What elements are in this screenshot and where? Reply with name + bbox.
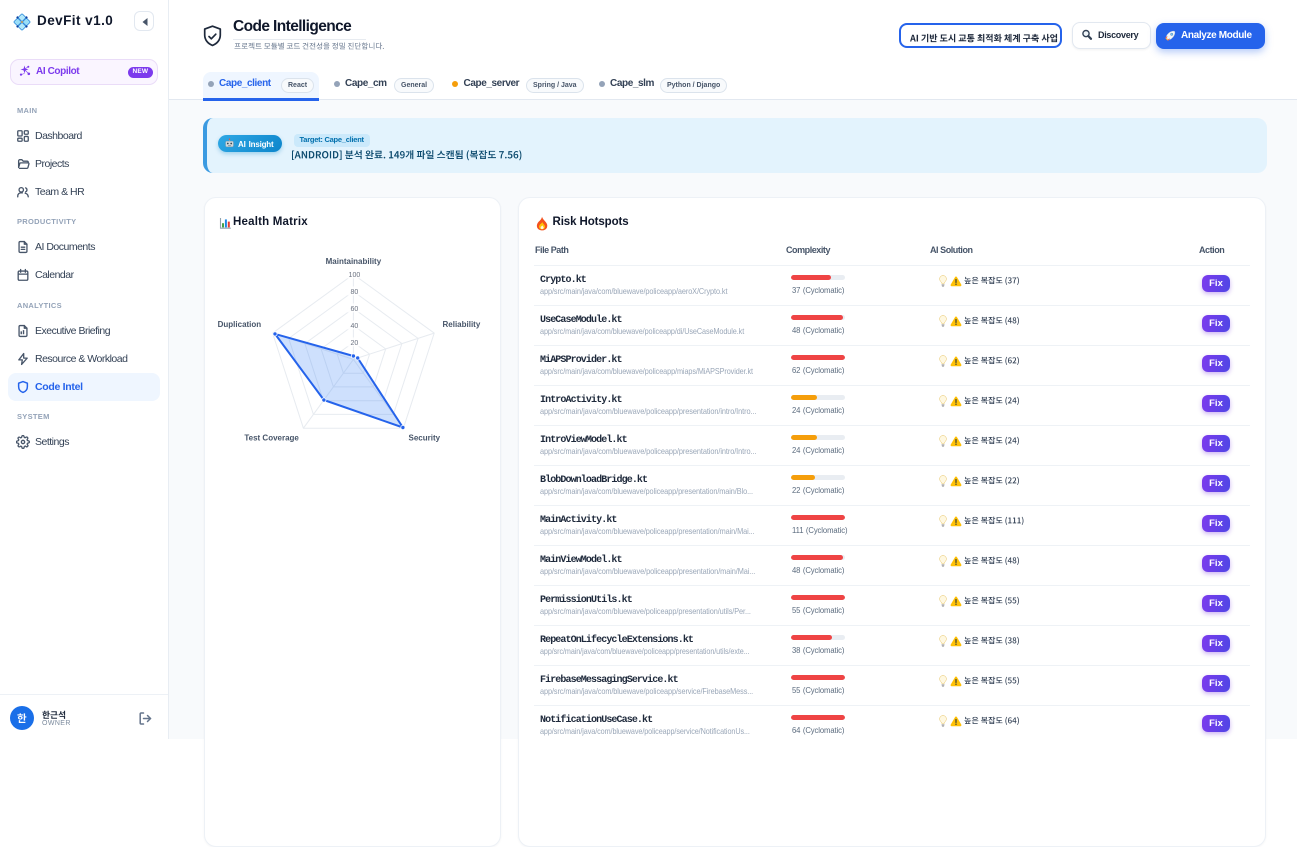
svg-text:Reliability: Reliability [443, 320, 481, 329]
svg-text:60: 60 [351, 306, 359, 313]
svg-text:80: 80 [351, 289, 359, 296]
svg-text:Security: Security [409, 434, 441, 443]
svg-text:Duplication: Duplication [218, 320, 262, 329]
svg-text:20: 20 [351, 340, 359, 347]
svg-text:40: 40 [351, 323, 359, 330]
svg-text:Maintainability: Maintainability [326, 257, 382, 266]
svg-text:Test Coverage: Test Coverage [244, 434, 299, 443]
svg-text:100: 100 [349, 272, 361, 279]
